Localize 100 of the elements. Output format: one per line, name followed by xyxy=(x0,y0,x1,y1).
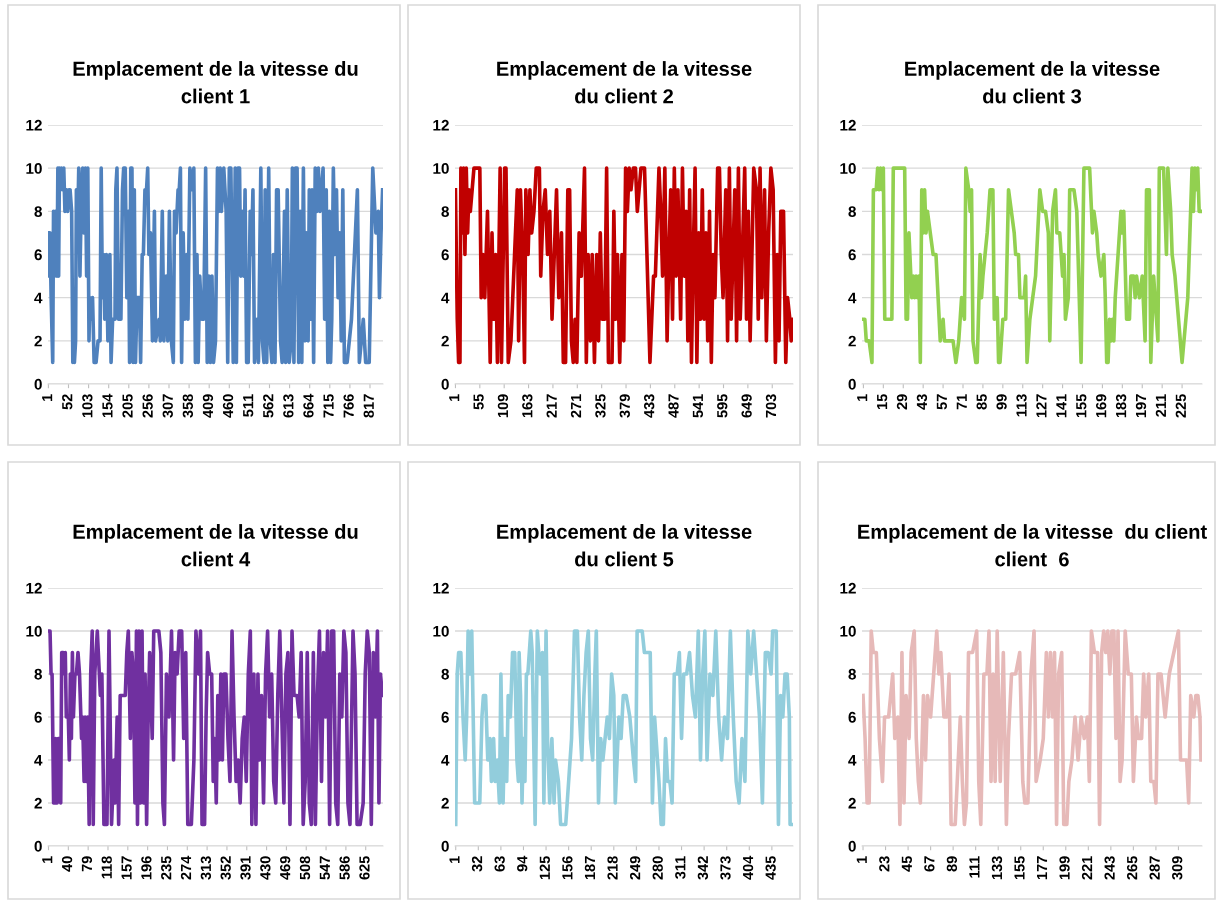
x-tick-label: 586 xyxy=(339,856,350,880)
x-tick-label: 196 xyxy=(141,856,152,880)
x-tick-label: 71 xyxy=(956,394,967,410)
y-tick-label: 6 xyxy=(34,711,42,723)
x-tick-label: 1 xyxy=(42,394,53,401)
x-tick-label: 307 xyxy=(162,394,173,418)
x-tick-label: 40 xyxy=(61,856,73,872)
y-tick-label: 6 xyxy=(441,711,449,723)
y-tick-label: 12 xyxy=(26,119,42,131)
y-tick-label: 0 xyxy=(441,378,449,390)
x-tick-label: 243 xyxy=(1104,856,1115,880)
x-tick-label: 57 xyxy=(936,394,947,410)
x-tick-label: 99 xyxy=(996,394,1007,410)
x-tick-label: 352 xyxy=(220,856,231,880)
y-tick-label: 8 xyxy=(34,668,42,680)
x-tick-label: 177 xyxy=(1037,856,1048,880)
x-tick-label: 125 xyxy=(539,856,550,880)
y-tick-label: 12 xyxy=(840,582,856,594)
line-series xyxy=(48,629,383,827)
y-tick-label: 4 xyxy=(34,292,43,304)
y-tick-label: 12 xyxy=(433,119,449,131)
x-tick-label: 817 xyxy=(363,394,374,418)
x-tick-label: 547 xyxy=(319,856,330,880)
y-tick-label: 8 xyxy=(441,668,449,680)
y-tick-label: 6 xyxy=(34,249,42,261)
chart-title: Emplacement de la vitesse du client 4 xyxy=(73,524,358,567)
y-tick-label: 4 xyxy=(441,755,450,766)
line-series xyxy=(48,166,383,365)
x-tick-label: 404 xyxy=(742,855,754,880)
line-series xyxy=(455,629,793,827)
y-tick-label: 6 xyxy=(848,711,856,723)
chart-title: Emplacement de la vitesse du client 2 xyxy=(497,61,752,104)
x-tick-label: 311 xyxy=(675,856,686,879)
x-tick-label: 45 xyxy=(901,856,912,872)
x-tick-label: 103 xyxy=(82,394,93,418)
x-tick-label: 625 xyxy=(359,856,370,880)
x-tick-label: 511 xyxy=(243,394,254,417)
x-tick-label: 409 xyxy=(202,394,214,418)
x-tick-label: 197 xyxy=(1135,394,1147,418)
x-tick-label: 562 xyxy=(263,394,274,418)
y-tick-label: 4 xyxy=(848,292,857,304)
y-tick-label: 10 xyxy=(433,625,449,637)
x-tick-label: 469 xyxy=(280,856,291,880)
x-tick-label: 430 xyxy=(260,856,271,880)
x-tick-label: 649 xyxy=(741,394,752,418)
line-series xyxy=(862,166,1202,365)
line-series xyxy=(455,166,793,365)
x-tick-label: 111 xyxy=(969,856,980,878)
x-tick-label: 156 xyxy=(562,856,573,880)
x-tick-label: 29 xyxy=(896,394,908,410)
y-tick-label: 6 xyxy=(848,249,856,261)
x-tick-label: 313 xyxy=(200,856,212,880)
y-tick-label: 8 xyxy=(441,206,449,218)
x-tick-label: 183 xyxy=(1115,394,1127,418)
x-tick-label: 157 xyxy=(121,856,132,880)
x-tick-label: 342 xyxy=(697,856,709,880)
x-tick-label: 67 xyxy=(924,856,935,872)
x-tick-label: 541 xyxy=(692,394,704,418)
y-tick-label: 10 xyxy=(840,625,856,637)
x-tick-label: 1 xyxy=(857,394,868,401)
x-tick-label: 508 xyxy=(299,856,311,880)
chart-title: Emplacement de la vitesse du client 5 xyxy=(497,524,752,567)
x-tick-label: 109 xyxy=(497,394,509,418)
x-tick-label: 1 xyxy=(449,856,460,863)
y-tick-label: 12 xyxy=(433,582,449,594)
x-tick-label: 217 xyxy=(546,394,557,418)
x-tick-label: 15 xyxy=(877,394,888,410)
y-tick-label: 8 xyxy=(848,206,856,218)
x-tick-label: 163 xyxy=(522,394,533,418)
y-tick-label: 0 xyxy=(34,840,42,852)
x-tick-label: 460 xyxy=(222,394,234,418)
x-tick-label: 155 xyxy=(1014,856,1025,880)
y-tick-label: 10 xyxy=(26,625,42,637)
x-tick-label: 89 xyxy=(946,856,958,872)
line-series xyxy=(862,629,1202,827)
x-tick-label: 118 xyxy=(101,856,112,879)
x-tick-label: 211 xyxy=(1155,394,1166,417)
y-tick-label: 8 xyxy=(848,668,856,680)
x-tick-label: 85 xyxy=(976,394,987,410)
x-tick-label: 715 xyxy=(323,394,334,418)
x-tick-label: 435 xyxy=(765,856,776,880)
chart-title: Emplacement de la vitesse du client client 6 xyxy=(858,524,1207,567)
x-tick-label: 155 xyxy=(1076,394,1087,418)
x-tick-label: 79 xyxy=(81,856,93,872)
y-tick-label: 2 xyxy=(441,797,449,809)
x-tick-label: 265 xyxy=(1126,856,1138,880)
y-tick-label: 0 xyxy=(848,378,856,390)
x-tick-label: 218 xyxy=(607,856,618,880)
x-tick-label: 664 xyxy=(303,393,314,418)
x-tick-label: 133 xyxy=(991,856,1003,880)
x-tick-label: 154 xyxy=(102,393,113,418)
y-tick-label: 0 xyxy=(848,840,856,852)
x-tick-label: 205 xyxy=(122,394,133,418)
x-tick-label: 256 xyxy=(142,394,153,418)
x-tick-label: 63 xyxy=(494,856,505,872)
y-tick-label: 2 xyxy=(848,335,856,347)
x-tick-label: 141 xyxy=(1056,394,1067,418)
x-tick-label: 1 xyxy=(449,394,460,401)
chart-title: Emplacement de la vitesse du client 1 xyxy=(73,61,358,104)
x-tick-label: 221 xyxy=(1081,856,1093,880)
